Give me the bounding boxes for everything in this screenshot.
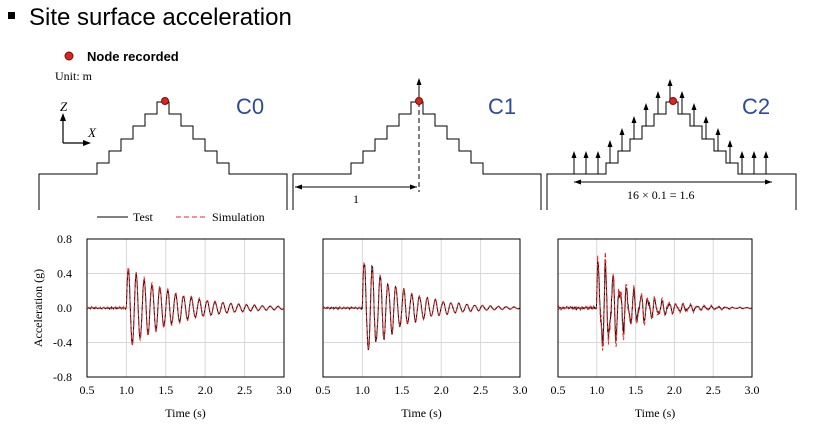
legend-test-label: Test (133, 210, 153, 224)
c2-dimension: 16 × 0.1 = 1.6 (627, 188, 695, 202)
x-tick-label: 1.5 (628, 383, 643, 397)
c2-slope (546, 79, 797, 210)
x-tick-label: 0.5 (316, 383, 331, 397)
x-tick-label: 2.0 (198, 383, 213, 397)
x-tick-label: 2.5 (473, 383, 488, 397)
x-tick-label: 2.5 (706, 383, 721, 397)
c2-load-arrowhead-0 (571, 151, 577, 158)
series-simulation-c2 (557, 252, 753, 351)
c2-load-arrowhead-4 (619, 128, 625, 135)
c2-load-arrowhead-5 (631, 116, 637, 123)
slide-title-text: Site surface acceleration (29, 4, 292, 31)
x-tick-label: 3.0 (745, 383, 760, 397)
x-axis-title: Time (s) (635, 406, 676, 420)
c1-label: C1 (488, 94, 516, 119)
node-legend-icon (64, 51, 74, 61)
c2-load-arrowhead-2 (595, 151, 601, 158)
c2-load-arrowhead-1 (583, 151, 589, 158)
bullet-icon (8, 12, 15, 20)
slide-title: Site surface acceleration (8, 4, 292, 32)
x-tick-label: 1.5 (158, 383, 173, 397)
legend-simulation-label: Simulation (212, 210, 265, 224)
c2-label: C2 (742, 94, 770, 119)
series-simulation-c1 (322, 261, 521, 350)
c2-load-arrowhead-13 (727, 140, 733, 147)
chart-panel-c2: 0.5 1.0 1.5 2.0 2.5 3.0 Time (s) (551, 238, 760, 420)
x-tick-label: 0.5 (551, 383, 566, 397)
chart-legend: Test Simulation (97, 210, 265, 224)
chart-panel-c0: 0.5 1.0 1.5 2.0 2.5 3.0 0.8 0.4 0.0 -0.4 -0.8 Time … (31, 232, 292, 420)
charts-group: 0.5 1.0 1.5 2.0 2.5 3.0 0.8 0.4 0.0 -0.4 -0.8 Time … (31, 232, 760, 420)
x-tick-label: 1.0 (119, 383, 134, 397)
c2-load-arrowhead-9 (679, 91, 685, 98)
c2-load-arrowhead-10 (691, 103, 697, 110)
x-tick-label: 1.0 (589, 383, 604, 397)
c2-load-arrowhead-3 (607, 140, 613, 147)
y-axis-title: Acceleration (g) (31, 269, 45, 347)
x-tick-label: 2.5 (237, 383, 252, 397)
series-test-c1 (322, 263, 521, 351)
x-axis-title: Time (s) (401, 406, 442, 420)
series-simulation-c0 (86, 265, 285, 346)
c2-load-arrowhead-7 (655, 91, 661, 98)
c2-load-arrowhead-12 (715, 128, 721, 135)
c2-load-arrowhead-16 (763, 151, 769, 158)
x-tick-label: 2.0 (434, 383, 449, 397)
c1-node-marker (415, 97, 423, 105)
z-axis-label: Z (60, 99, 68, 114)
c1-dimension: 1 (353, 192, 359, 206)
series-test-c0 (86, 268, 285, 345)
x-tick-label: 0.5 (80, 383, 95, 397)
x-axis-label: X (87, 125, 97, 140)
axis-indicator: Z X (60, 99, 97, 146)
y-tick-label: -0.8 (53, 370, 72, 384)
c0-node-marker (161, 97, 169, 105)
x-tick-label: 1.5 (394, 383, 409, 397)
c2-load-arrowhead-15 (751, 151, 757, 158)
y-tick-label: 0.0 (57, 301, 72, 315)
y-tick-label: 0.8 (57, 232, 72, 246)
c2-node-marker (669, 97, 677, 105)
x-tick-label: 2.0 (667, 383, 682, 397)
unit-label: Unit: m (55, 69, 93, 83)
node-legend-label: Node recorded (87, 49, 179, 64)
c2-load-arrowhead-14 (739, 151, 745, 158)
x-tick-label: 3.0 (277, 383, 292, 397)
x-tick-label: 1.0 (355, 383, 370, 397)
y-tick-label: 0.4 (57, 267, 72, 281)
c0-slope (38, 97, 288, 210)
c0-label: C0 (236, 94, 264, 119)
c1-slope (292, 78, 542, 210)
y-tick-label: -0.4 (53, 336, 72, 350)
chart-panel-c1: 0.5 1.0 1.5 2.0 2.5 3.0 Time (s) (316, 238, 528, 420)
c2-load-arrowhead-8 (667, 79, 673, 86)
x-axis-title: Time (s) (165, 406, 206, 420)
c2-load-arrowhead-11 (703, 116, 709, 123)
c2-load-arrowhead-6 (643, 103, 649, 110)
x-tick-label: 3.0 (513, 383, 528, 397)
